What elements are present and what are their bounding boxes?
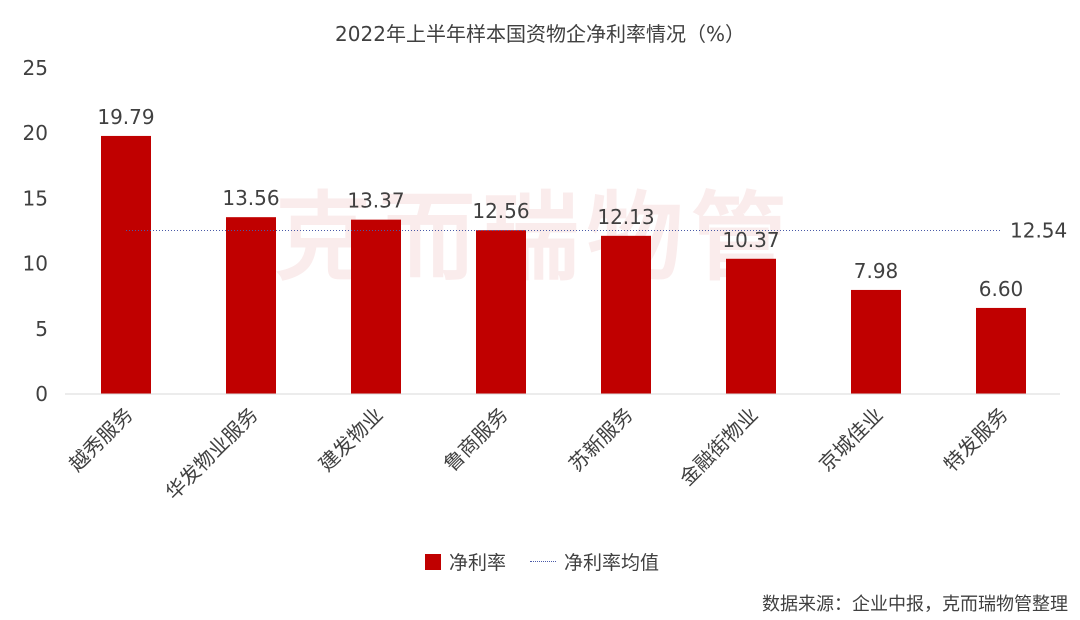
x-tick-label: 金融街物业 <box>675 403 763 491</box>
legend-swatch-line <box>530 561 557 562</box>
y-tick-label: 10 <box>23 252 48 276</box>
bar <box>601 235 651 394</box>
bar-value-label: 7.98 <box>854 259 899 283</box>
legend-item-net-margin: 净利率 <box>425 548 506 575</box>
bar <box>101 135 151 394</box>
legend: 净利率 净利率均值 <box>425 548 683 575</box>
bar-value-label: 19.79 <box>97 105 154 129</box>
bar-value-label: 13.37 <box>347 189 404 213</box>
legend-label-average: 净利率均值 <box>564 552 660 574</box>
x-tick-label: 鲁商服务 <box>439 403 513 477</box>
bar-value-label: 13.56 <box>222 186 279 210</box>
y-tick-label: 5 <box>35 317 48 341</box>
y-tick-label: 20 <box>23 121 48 145</box>
bar <box>351 219 401 394</box>
legend-swatch-bar <box>425 553 441 570</box>
chart-title: 2022年上半年样本国资物企净利率情况（%） <box>335 22 745 46</box>
x-tick-label: 越秀服务 <box>64 403 138 477</box>
x-tick-label: 特发服务 <box>939 403 1013 477</box>
bar <box>226 217 276 394</box>
y-tick-label: 25 <box>23 56 48 80</box>
legend-label-net-margin: 净利率 <box>449 552 507 574</box>
legend-item-average: 净利率均值 <box>530 548 659 575</box>
data-source-note: 数据来源：企业中报，克而瑞物管整理 <box>762 594 1068 615</box>
bar <box>726 258 776 394</box>
bar-value-label: 10.37 <box>722 228 779 252</box>
x-tick-label: 苏新服务 <box>564 403 638 477</box>
bar-value-label: 6.60 <box>979 277 1024 301</box>
bar-value-label: 12.56 <box>472 199 529 223</box>
bar <box>976 307 1026 394</box>
bar <box>851 289 901 394</box>
x-tick-label: 华发物业服务 <box>161 403 263 505</box>
bar <box>476 230 526 394</box>
x-tick-label: 建发物业 <box>314 403 388 477</box>
average-line-label: 12.54 <box>1010 218 1067 242</box>
bar-value-label: 12.13 <box>597 205 654 229</box>
y-tick-label: 0 <box>35 382 48 406</box>
y-tick-label: 15 <box>23 186 48 210</box>
x-tick-label: 京城佳业 <box>814 403 888 477</box>
